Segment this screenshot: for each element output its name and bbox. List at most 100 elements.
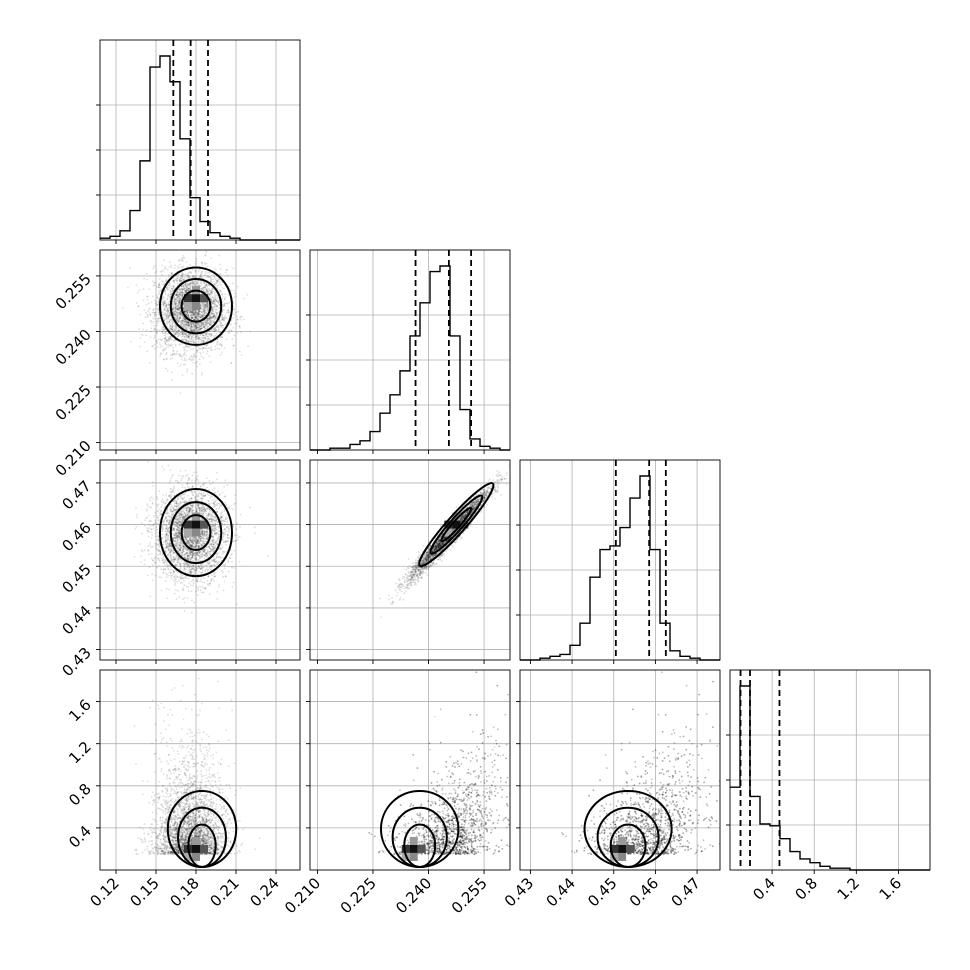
scatter-point <box>189 282 192 285</box>
scatter-point <box>184 499 186 502</box>
scatter-point <box>185 323 188 326</box>
scatter-point <box>188 264 191 266</box>
scatter-point <box>191 556 194 559</box>
scatter-point <box>167 315 169 317</box>
scatter-point <box>192 325 194 328</box>
scatter-point <box>185 321 188 324</box>
scatter-point <box>193 327 196 330</box>
scatter-point <box>191 565 194 567</box>
scatter-point <box>206 352 208 355</box>
scatter-point <box>170 549 173 552</box>
scatter-point <box>190 556 192 559</box>
scatter-point <box>207 347 210 349</box>
scatter-point <box>152 309 155 312</box>
scatter-point <box>212 543 215 546</box>
scatter-point <box>172 551 175 554</box>
scatter-point <box>168 543 171 545</box>
scatter-point <box>213 276 216 278</box>
scatter-point <box>200 336 203 339</box>
scatter-point <box>216 341 219 344</box>
scatter-point <box>176 291 179 294</box>
scatter-point <box>182 307 185 309</box>
scatter-point <box>187 289 189 292</box>
scatter-point <box>220 504 223 507</box>
scatter-point <box>193 329 196 332</box>
scatter-point <box>177 308 179 311</box>
scatter-point <box>182 545 185 548</box>
scatter-point <box>155 303 158 306</box>
scatter-point <box>233 549 236 552</box>
scatter-point <box>180 279 183 282</box>
scatter-point <box>162 297 164 300</box>
scatter-point <box>204 536 207 539</box>
scatter-point <box>161 533 164 536</box>
scatter-point <box>183 279 185 282</box>
scatter-point <box>191 329 193 332</box>
scatter-point <box>197 559 200 562</box>
scatter-point <box>197 340 200 343</box>
scatter-point <box>201 261 204 264</box>
scatter-point <box>214 541 217 544</box>
scatter-point <box>232 344 235 347</box>
scatter-point <box>182 326 185 329</box>
scatter-point <box>174 327 177 330</box>
scatter-point <box>178 343 181 346</box>
scatter-point <box>214 572 216 575</box>
panel-frame <box>309 249 511 451</box>
scatter-point <box>175 329 178 332</box>
scatter-point <box>215 541 218 543</box>
scatter-point <box>200 280 203 283</box>
scatter-point <box>187 564 190 567</box>
scatter-point <box>206 537 209 540</box>
scatter-point <box>209 483 212 486</box>
scatter-point <box>198 338 201 341</box>
scatter-point <box>193 328 195 331</box>
scatter-point <box>206 321 209 324</box>
scatter-point <box>191 482 193 484</box>
scatter-point <box>163 300 166 303</box>
scatter-point <box>173 302 176 305</box>
scatter-point <box>176 502 179 505</box>
scatter-point <box>221 324 224 327</box>
scatter-point <box>163 282 166 284</box>
scatter-point <box>220 344 223 347</box>
scatter-point <box>209 280 212 283</box>
scatter-point <box>167 294 170 297</box>
scatter-point <box>190 545 193 548</box>
scatter-point <box>196 318 199 321</box>
scatter-point <box>226 516 229 519</box>
scatter-point <box>208 318 210 320</box>
scatter-point <box>138 345 141 348</box>
scatter-point <box>198 314 201 317</box>
scatter-point <box>213 515 216 518</box>
scatter-point <box>211 531 213 534</box>
scatter-point <box>181 332 184 334</box>
scatter-point <box>189 314 192 317</box>
scatter-point <box>210 281 213 284</box>
scatter-point <box>179 298 182 301</box>
scatter-point <box>199 321 202 324</box>
scatter-point <box>168 522 171 525</box>
scatter-point <box>213 297 216 300</box>
scatter-point <box>221 286 224 289</box>
scatter-point <box>190 324 193 326</box>
scatter-point <box>173 575 176 578</box>
scatter-point <box>175 543 178 545</box>
scatter-point <box>208 318 211 321</box>
scatter-point <box>163 301 166 304</box>
scatter-point <box>165 280 167 282</box>
scatter-point <box>198 311 200 313</box>
scatter-point <box>198 324 200 327</box>
scatter-point <box>172 349 175 352</box>
scatter-point <box>191 336 193 339</box>
scatter-point <box>203 530 206 532</box>
scatter-point <box>152 498 155 500</box>
scatter-point <box>181 334 184 336</box>
scatter-point <box>174 297 177 300</box>
scatter-point <box>157 543 159 546</box>
scatter-point <box>167 304 170 307</box>
scatter-point <box>206 307 209 310</box>
scatter-point <box>206 340 209 342</box>
scatter-point <box>183 325 186 328</box>
scatter-point <box>179 334 181 337</box>
